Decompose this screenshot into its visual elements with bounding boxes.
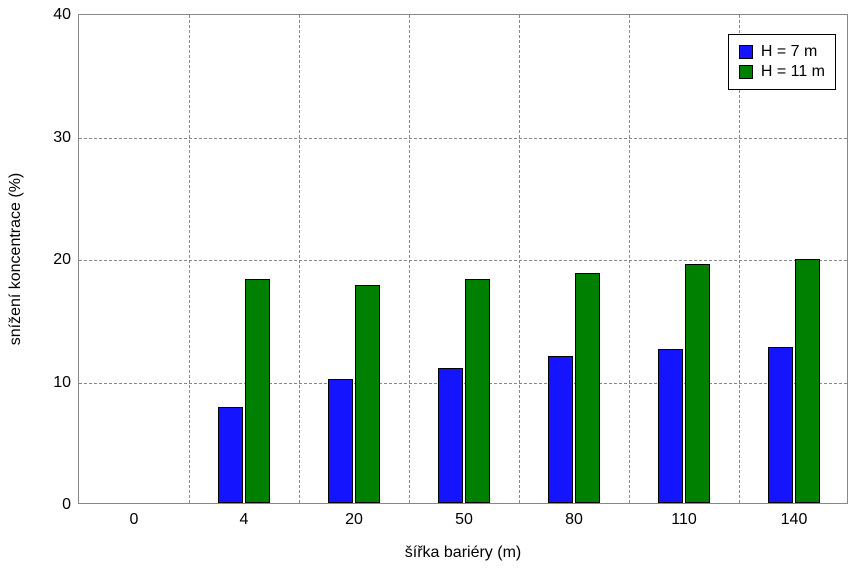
- y-axis-title: snížení koncentrace (%): [7, 173, 25, 346]
- x-axis-title: šířka bariéry (m): [405, 544, 521, 562]
- bar: [465, 279, 490, 503]
- bar: [658, 349, 683, 503]
- bar: [548, 356, 573, 503]
- x-tick-label: 140: [781, 503, 808, 529]
- x-tick-label: 110: [671, 503, 697, 529]
- x-tick-label: 4: [240, 503, 249, 529]
- bar: [245, 279, 270, 503]
- legend-swatch: [739, 65, 753, 79]
- gridline-v: [519, 15, 520, 503]
- legend: H = 7 m H = 11 m: [728, 34, 836, 90]
- legend-label: H = 7 m: [761, 43, 817, 61]
- y-tick-label: 30: [53, 129, 79, 147]
- legend-label: H = 11 m: [761, 63, 825, 81]
- bar: [328, 379, 353, 503]
- gridline-h: [79, 260, 847, 261]
- bar: [768, 347, 793, 503]
- bar: [218, 407, 243, 503]
- gridline-v: [629, 15, 630, 503]
- legend-item: H = 7 m: [739, 43, 825, 61]
- gridline-h: [79, 383, 847, 384]
- bar: [355, 285, 380, 503]
- chart-container: 0 10 20 30 40 0 4 20 50 80 110 140 snížení koncentr…: [0, 0, 864, 586]
- bar: [795, 259, 820, 503]
- gridline-v: [189, 15, 190, 503]
- y-tick-label: 0: [62, 496, 79, 514]
- bar: [438, 368, 463, 503]
- y-tick-label: 10: [53, 374, 79, 392]
- x-tick-label: 80: [565, 503, 583, 529]
- x-tick-label: 20: [345, 503, 363, 529]
- bar: [575, 273, 600, 503]
- y-tick-label: 40: [53, 6, 79, 24]
- gridline-h: [79, 138, 847, 139]
- gridline-v: [409, 15, 410, 503]
- legend-item: H = 11 m: [739, 63, 825, 81]
- bar: [685, 264, 710, 503]
- y-tick-label: 20: [53, 251, 79, 269]
- x-tick-label: 50: [455, 503, 473, 529]
- legend-swatch: [739, 45, 753, 59]
- gridline-v: [299, 15, 300, 503]
- x-tick-label: 0: [130, 503, 139, 529]
